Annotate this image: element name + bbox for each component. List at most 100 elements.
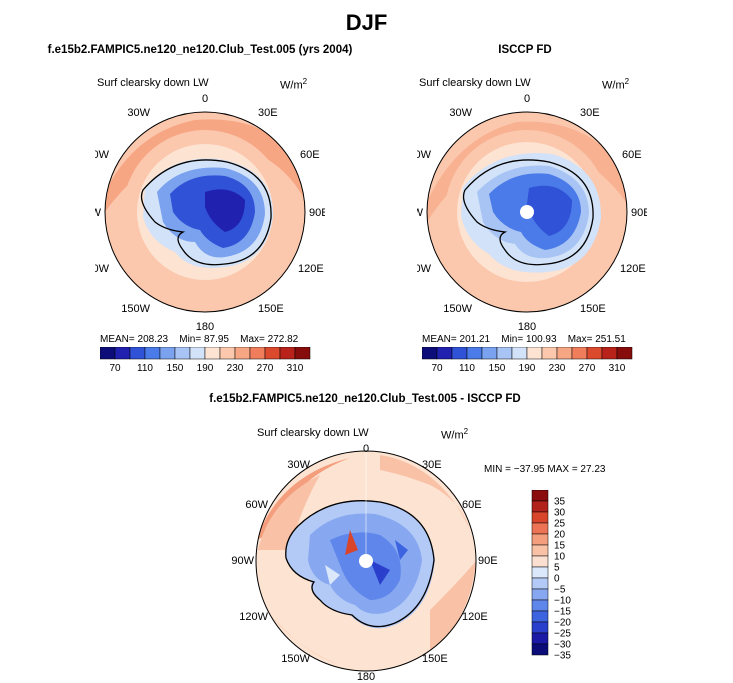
colorbar-label: 35 bbox=[554, 497, 566, 508]
panel3-lon-60w: 60W bbox=[245, 499, 268, 511]
colorbar-swatch bbox=[531, 500, 549, 513]
panel1-lon-60w: 60W bbox=[95, 149, 110, 161]
panel2-lon-0: 0 bbox=[524, 93, 530, 105]
colorbar-label: 0 bbox=[554, 574, 560, 585]
panel3-map: 0 30E 60E 90E 120E 150E 180 150W 120W 90… bbox=[231, 443, 498, 683]
colorbar-swatch bbox=[436, 347, 453, 360]
panel2-lon-30e: 30E bbox=[580, 107, 600, 119]
panel2-lon-90w: 90W bbox=[417, 207, 424, 219]
colorbar-label: 310 bbox=[287, 363, 304, 374]
colorbar-swatch bbox=[531, 588, 549, 601]
panel1-lon-30w: 30W bbox=[127, 107, 150, 119]
colorbar-swatch bbox=[531, 533, 549, 546]
panel1-lon-90w: 90W bbox=[95, 207, 102, 219]
panel2-stats: MEAN= 201.21 Min= 100.93 Max= 251.51 bbox=[422, 334, 626, 345]
colorbar-swatch bbox=[586, 347, 603, 360]
colorbar-label: 230 bbox=[549, 363, 566, 374]
colorbar-label: 20 bbox=[554, 530, 566, 541]
colorbar-label: 150 bbox=[167, 363, 184, 374]
colorbar-swatch bbox=[264, 347, 281, 360]
colorbar-swatch bbox=[481, 347, 498, 360]
colorbar-swatch bbox=[541, 347, 558, 360]
colorbar-swatch bbox=[556, 347, 573, 360]
colorbar-swatch bbox=[422, 347, 438, 360]
panel3-lon-30w: 30W bbox=[287, 459, 310, 471]
panel3-min-max: MIN = −37.95 MAX = 27.23 bbox=[484, 464, 606, 475]
colorbar-label: 15 bbox=[554, 541, 566, 552]
panel3-lon-60e: 60E bbox=[462, 499, 482, 511]
colorbar-swatch bbox=[531, 566, 549, 579]
colorbar-swatch bbox=[571, 347, 588, 360]
colorbar-swatch bbox=[531, 577, 549, 590]
colorbar-swatch bbox=[100, 347, 116, 360]
colorbar-label: −15 bbox=[554, 607, 571, 618]
colorbar-swatch bbox=[279, 347, 296, 360]
panel1-lon-0: 0 bbox=[202, 93, 208, 105]
panel2-lon-60w: 60W bbox=[417, 149, 432, 161]
colorbar-label: 110 bbox=[459, 363, 475, 374]
colorbar-swatch bbox=[526, 347, 543, 360]
colorbar-label: 270 bbox=[579, 363, 596, 374]
panel2-units: W/m2 bbox=[602, 77, 630, 92]
panel2-lon-120w: 120W bbox=[417, 263, 432, 275]
panel1-units: W/m2 bbox=[280, 77, 308, 92]
colorbar-label: −30 bbox=[554, 640, 571, 651]
panel1-lon-90e: 90E bbox=[309, 207, 325, 219]
panel1-lon-60e: 60E bbox=[300, 149, 320, 161]
colorbar-label: 230 bbox=[227, 363, 244, 374]
colorbar-swatch bbox=[451, 347, 468, 360]
colorbar-swatch bbox=[531, 632, 549, 645]
colorbar-swatch bbox=[531, 599, 549, 612]
colorbar-label: −10 bbox=[554, 596, 571, 607]
colorbar-swatch bbox=[531, 621, 549, 634]
colorbar-label: 310 bbox=[609, 363, 626, 374]
panel3-lon-150w: 150W bbox=[281, 653, 310, 665]
colorbar-swatch bbox=[219, 347, 236, 360]
panel1-lon-120e: 120E bbox=[298, 263, 324, 275]
panel1-lon-30e: 30E bbox=[258, 107, 278, 119]
panel2-lon-120e: 120E bbox=[620, 263, 646, 275]
colorbar-label: 25 bbox=[554, 519, 566, 530]
colorbar-swatch bbox=[294, 347, 311, 360]
colorbar-swatch bbox=[114, 347, 131, 360]
panel3-lon-0: 0 bbox=[363, 443, 369, 455]
colorbar-swatch bbox=[531, 555, 549, 568]
colorbar-label: 30 bbox=[554, 508, 566, 519]
panel3-lon-180: 180 bbox=[357, 671, 375, 683]
colorbar-swatch bbox=[234, 347, 251, 360]
panel3-variable: Surf clearsky down LW bbox=[257, 427, 369, 439]
colorbar-swatch bbox=[466, 347, 483, 360]
panel3-title: f.e15b2.FAMPIC5.ne120_ne120.Club_Test.00… bbox=[209, 393, 521, 405]
colorbar-label: 190 bbox=[197, 363, 214, 374]
panel1-map: 0 30E 60E 90E 120E 150E 180 150W 120W 90… bbox=[95, 93, 325, 333]
panel3-lon-90e: 90E bbox=[478, 555, 498, 567]
colorbar-swatch bbox=[531, 490, 549, 502]
colorbar-label: −35 bbox=[554, 651, 571, 662]
colorbar-swatch bbox=[144, 347, 161, 360]
colorbar-swatch bbox=[511, 347, 528, 360]
panel2-title: ISCCP FD bbox=[498, 44, 552, 56]
panel1-lon-120w: 120W bbox=[95, 263, 110, 275]
colorbar-swatch bbox=[159, 347, 176, 360]
main-title: DJF bbox=[345, 10, 388, 35]
colorbar-swatch bbox=[204, 347, 221, 360]
colorbar-swatch bbox=[249, 347, 266, 360]
colorbar-swatch bbox=[189, 347, 206, 360]
panel1-colorbar: 70110150190230270310350 bbox=[100, 347, 311, 374]
colorbar-swatch bbox=[531, 610, 549, 623]
colorbar-swatch bbox=[496, 347, 513, 360]
panel2-lon-180: 180 bbox=[518, 321, 536, 333]
colorbar-label: 190 bbox=[519, 363, 536, 374]
panel2-lon-90e: 90E bbox=[631, 207, 647, 219]
panel2-map: 0 30E 60E 90E 120E 150E 180 150W 120W 90… bbox=[417, 93, 647, 333]
panel3-lon-90w: 90W bbox=[231, 555, 254, 567]
colorbar-swatch bbox=[531, 544, 549, 557]
panel3-lon-120w: 120W bbox=[239, 611, 268, 623]
colorbar-label: 5 bbox=[554, 563, 560, 574]
colorbar-label: 150 bbox=[489, 363, 506, 374]
panel1-stats: MEAN= 208.23 Min= 87.95 Max= 272.82 bbox=[100, 334, 299, 345]
colorbar-swatch bbox=[531, 522, 549, 535]
colorbar-label: −20 bbox=[554, 618, 571, 629]
colorbar-swatch bbox=[616, 347, 633, 360]
panel2-lon-150w: 150W bbox=[443, 303, 472, 315]
